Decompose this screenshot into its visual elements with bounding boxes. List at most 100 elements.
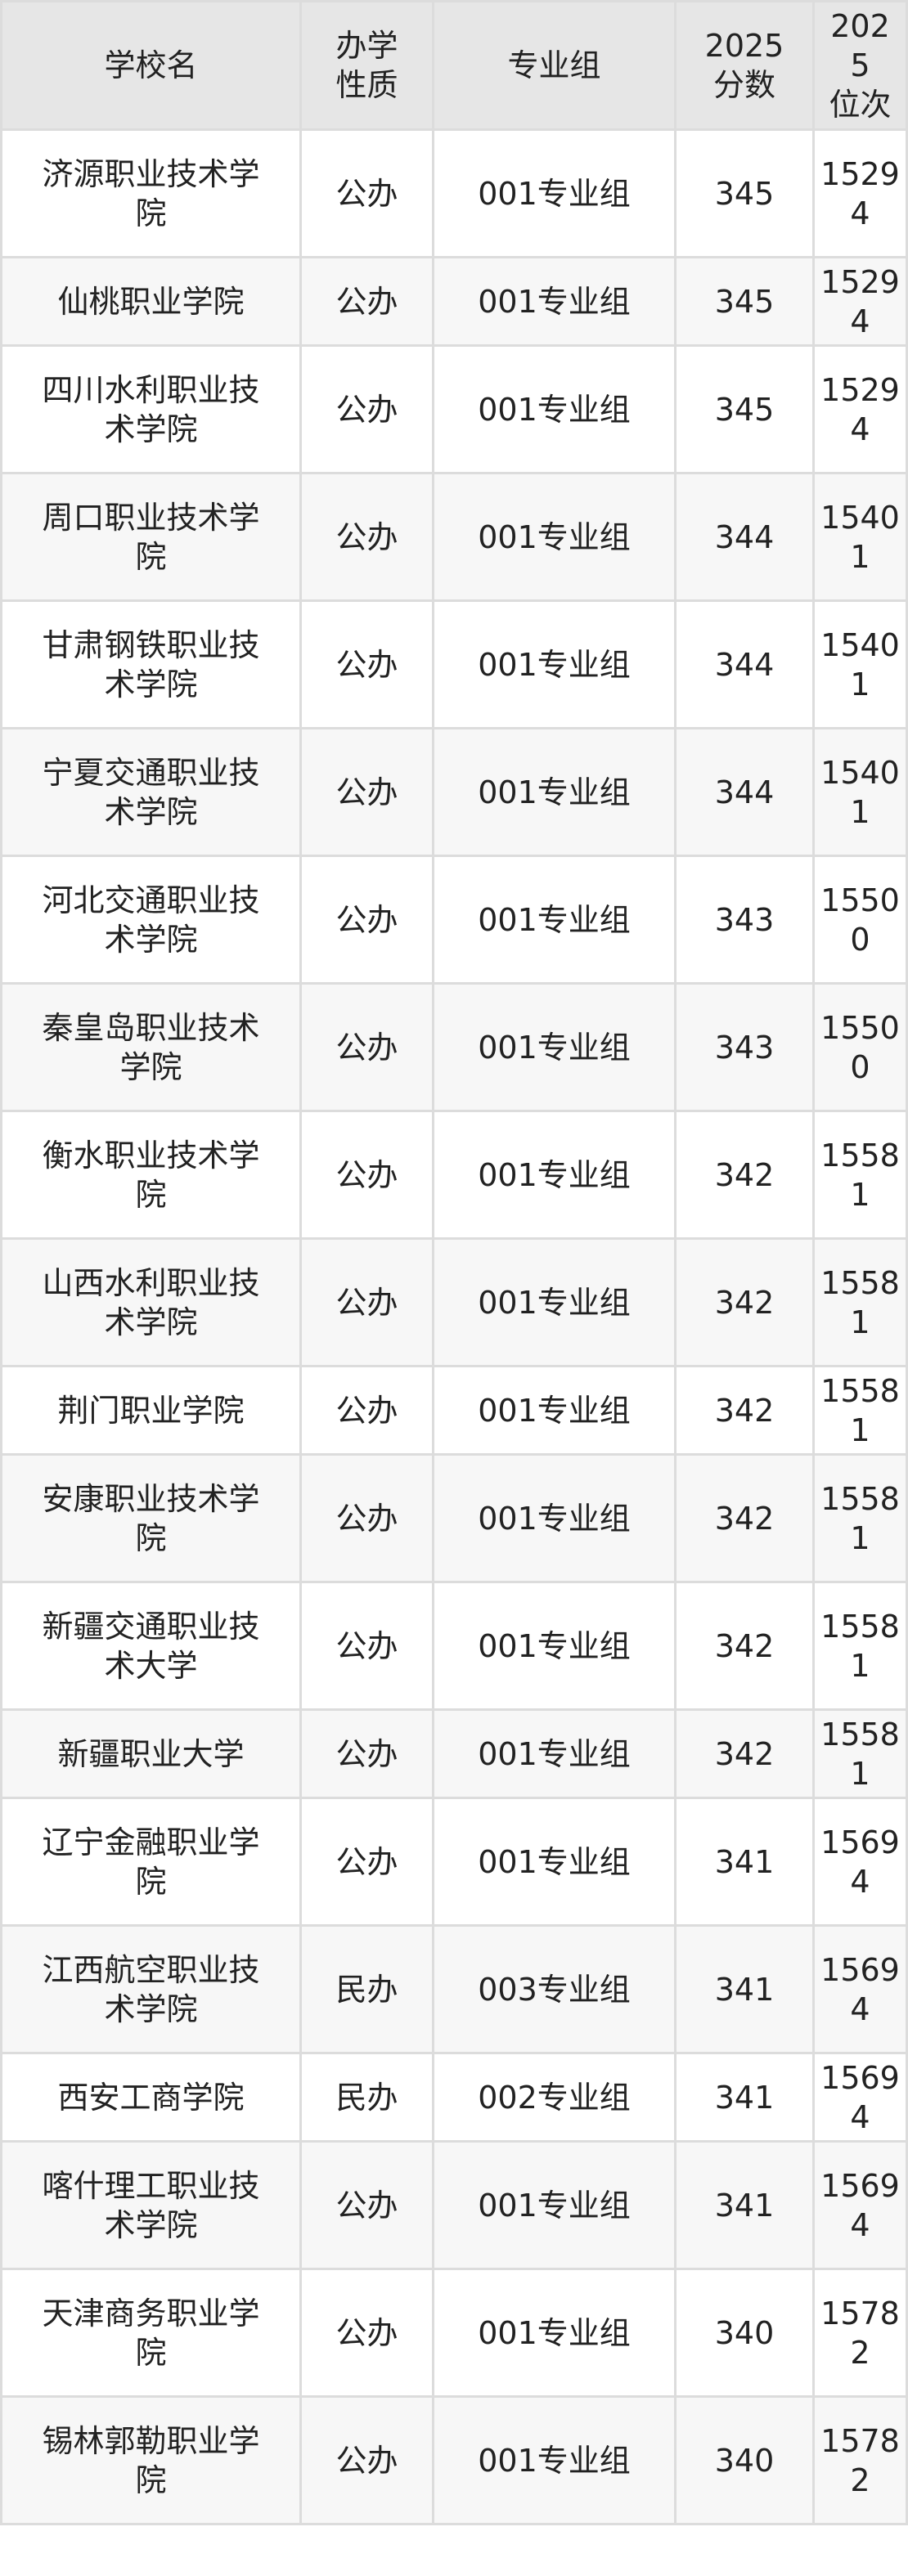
cell-group: 001专业组 xyxy=(432,344,677,474)
cell-school: 四川水利职业技术学院 xyxy=(0,344,302,474)
cell-nature: 公办 xyxy=(299,1708,434,1799)
cell-nature: 民办 xyxy=(299,1924,434,2054)
cell-score: 344 xyxy=(674,599,815,729)
cell-school: 锡林郭勒职业学院 xyxy=(0,2395,302,2525)
cell-rank: 15782 xyxy=(812,2268,908,2398)
cell-rank: 15500 xyxy=(812,982,908,1112)
cell-group: 001专业组 xyxy=(432,1797,677,1927)
cell-score: 341 xyxy=(674,2140,815,2270)
cell-group: 001专业组 xyxy=(432,727,677,857)
table-row: 四川水利职业技术学院 公办 001专业组 345 15294 xyxy=(0,344,908,474)
cell-group: 001专业组 xyxy=(432,1453,677,1583)
cell-group: 003专业组 xyxy=(432,1924,677,2054)
table-row: 甘肃钢铁职业技术学院 公办 001专业组 344 15401 xyxy=(0,599,908,729)
cell-rank: 15294 xyxy=(812,128,908,258)
cell-score: 342 xyxy=(674,1581,815,1711)
header-score-line2: 分数 xyxy=(712,67,775,103)
table-row: 辽宁金融职业学院 公办 001专业组 341 15694 xyxy=(0,1797,908,1927)
header-school: 学校名 xyxy=(0,0,302,131)
cell-rank: 15694 xyxy=(812,2140,908,2270)
cell-score: 342 xyxy=(674,1453,815,1583)
cell-school: 新疆交通职业技术大学 xyxy=(0,1581,302,1711)
cell-score: 345 xyxy=(674,344,815,474)
cell-school: 宁夏交通职业技术学院 xyxy=(0,727,302,857)
cell-school: 衡水职业技术学院 xyxy=(0,1110,302,1240)
header-group: 专业组 xyxy=(432,0,677,131)
cell-score: 342 xyxy=(674,1110,815,1240)
cell-nature: 公办 xyxy=(299,727,434,857)
cell-nature: 公办 xyxy=(299,2395,434,2525)
cell-rank: 15581 xyxy=(812,1237,908,1367)
cell-rank: 15581 xyxy=(812,1453,908,1583)
cell-rank: 15694 xyxy=(812,1797,908,1927)
cell-rank: 15694 xyxy=(812,1924,908,2054)
cell-nature: 公办 xyxy=(299,2268,434,2398)
cell-score: 343 xyxy=(674,982,815,1112)
cell-group: 001专业组 xyxy=(432,1237,677,1367)
cell-school: 辽宁金融职业学院 xyxy=(0,1797,302,1927)
cell-score: 341 xyxy=(674,1797,815,1927)
cell-nature: 公办 xyxy=(299,599,434,729)
table-row: 西安工商学院 民办 002专业组 341 15694 xyxy=(0,2052,908,2143)
header-row: 学校名 办学 性质 专业组 2025 分数 2025 位次 xyxy=(0,0,908,131)
cell-school: 河北交通职业技术学院 xyxy=(0,855,302,985)
cell-score: 340 xyxy=(674,2395,815,2525)
cell-nature: 公办 xyxy=(299,2140,434,2270)
cell-nature: 公办 xyxy=(299,472,434,602)
cell-school: 喀什理工职业技术学院 xyxy=(0,2140,302,2270)
cell-school: 荆门职业学院 xyxy=(0,1365,302,1456)
cell-school: 济源职业技术学院 xyxy=(0,128,302,258)
header-nature-line1: 办学 xyxy=(335,28,398,64)
header-rank-line2: 位次 xyxy=(829,87,892,123)
header-rank-line1: 2025 xyxy=(830,8,890,83)
cell-group: 001专业组 xyxy=(432,1708,677,1799)
header-rank: 2025 位次 xyxy=(812,0,908,131)
table-row: 喀什理工职业技术学院 公办 001专业组 341 15694 xyxy=(0,2140,908,2270)
cell-group: 001专业组 xyxy=(432,2140,677,2270)
cell-school: 周口职业技术学院 xyxy=(0,472,302,602)
cell-school: 新疆职业大学 xyxy=(0,1708,302,1799)
cell-school: 安康职业技术学院 xyxy=(0,1453,302,1583)
cell-score: 343 xyxy=(674,855,815,985)
cell-group: 001专业组 xyxy=(432,256,677,347)
cell-school: 山西水利职业技术学院 xyxy=(0,1237,302,1367)
cell-score: 342 xyxy=(674,1365,815,1456)
cell-group: 001专业组 xyxy=(432,599,677,729)
cell-group: 001专业组 xyxy=(432,128,677,258)
cell-nature: 公办 xyxy=(299,256,434,347)
header-score-line1: 2025 xyxy=(704,28,784,64)
header-nature: 办学 性质 xyxy=(299,0,434,131)
cell-nature: 公办 xyxy=(299,1110,434,1240)
table-row: 衡水职业技术学院 公办 001专业组 342 15581 xyxy=(0,1110,908,1240)
cell-nature: 公办 xyxy=(299,1365,434,1456)
cell-group: 001专业组 xyxy=(432,1581,677,1711)
cell-school: 甘肃钢铁职业技术学院 xyxy=(0,599,302,729)
cell-score: 344 xyxy=(674,472,815,602)
table-row: 江西航空职业技术学院 民办 003专业组 341 15694 xyxy=(0,1924,908,2054)
cell-rank: 15401 xyxy=(812,472,908,602)
cell-rank: 15694 xyxy=(812,2052,908,2143)
cell-school: 天津商务职业学院 xyxy=(0,2268,302,2398)
cell-rank: 15581 xyxy=(812,1708,908,1799)
cell-score: 341 xyxy=(674,2052,815,2143)
cell-nature: 公办 xyxy=(299,344,434,474)
cell-rank: 15401 xyxy=(812,727,908,857)
cell-rank: 15581 xyxy=(812,1365,908,1456)
cell-nature: 公办 xyxy=(299,128,434,258)
table-row: 天津商务职业学院 公办 001专业组 340 15782 xyxy=(0,2268,908,2398)
table-row: 仙桃职业学院 公办 001专业组 345 15294 xyxy=(0,256,908,347)
table-row: 河北交通职业技术学院 公办 001专业组 343 15500 xyxy=(0,855,908,985)
header-score: 2025 分数 xyxy=(674,0,815,131)
cell-school: 西安工商学院 xyxy=(0,2052,302,2143)
cell-nature: 公办 xyxy=(299,1453,434,1583)
cell-group: 001专业组 xyxy=(432,472,677,602)
table-row: 秦皇岛职业技术学院 公办 001专业组 343 15500 xyxy=(0,982,908,1112)
cell-group: 001专业组 xyxy=(432,2268,677,2398)
cell-rank: 15782 xyxy=(812,2395,908,2525)
cell-group: 001专业组 xyxy=(432,1110,677,1240)
cell-score: 342 xyxy=(674,1237,815,1367)
cell-group: 001专业组 xyxy=(432,1365,677,1456)
cell-group: 002专业组 xyxy=(432,2052,677,2143)
table-row: 新疆职业大学 公办 001专业组 342 15581 xyxy=(0,1708,908,1799)
